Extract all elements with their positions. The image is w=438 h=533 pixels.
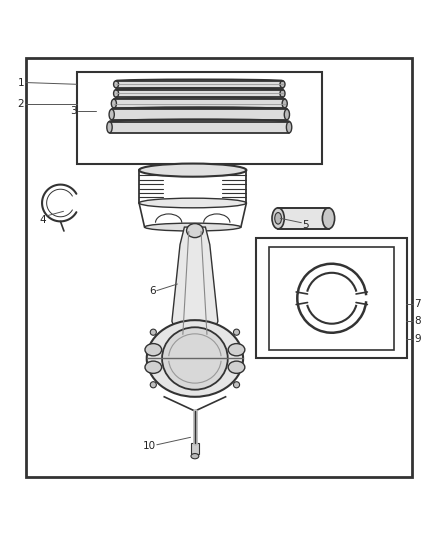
Bar (191, 443, 199, 454)
Ellipse shape (116, 79, 283, 82)
Text: 1: 1 (18, 77, 24, 87)
Bar (256, 238, 407, 359)
Text: 6: 6 (149, 286, 155, 296)
Ellipse shape (116, 88, 283, 91)
Text: 3: 3 (70, 106, 77, 116)
Ellipse shape (150, 329, 156, 335)
Text: 5: 5 (302, 220, 309, 230)
Ellipse shape (145, 361, 162, 374)
Ellipse shape (150, 382, 156, 388)
Ellipse shape (145, 223, 241, 231)
Ellipse shape (322, 208, 335, 229)
Ellipse shape (233, 382, 240, 388)
Text: 2: 2 (18, 99, 24, 109)
Ellipse shape (111, 99, 117, 108)
Ellipse shape (233, 329, 240, 335)
Ellipse shape (280, 90, 285, 98)
Text: 10: 10 (142, 441, 155, 451)
Bar (269, 247, 394, 350)
Ellipse shape (107, 122, 112, 133)
Ellipse shape (284, 109, 290, 120)
Ellipse shape (272, 208, 284, 229)
Ellipse shape (280, 81, 285, 88)
Bar (278, 208, 328, 229)
Ellipse shape (187, 223, 203, 238)
Ellipse shape (228, 361, 245, 374)
Ellipse shape (282, 99, 287, 108)
Text: 7: 7 (414, 298, 420, 309)
Ellipse shape (110, 119, 289, 124)
Bar (116, 90, 283, 98)
Ellipse shape (139, 164, 246, 177)
Ellipse shape (286, 122, 292, 133)
Text: 4: 4 (39, 215, 46, 225)
Text: 8: 8 (414, 316, 420, 326)
Ellipse shape (113, 81, 119, 88)
Ellipse shape (139, 198, 246, 208)
Ellipse shape (109, 109, 114, 120)
Bar (112, 109, 287, 120)
Ellipse shape (112, 107, 287, 111)
Ellipse shape (147, 320, 243, 397)
Ellipse shape (145, 344, 162, 356)
Polygon shape (172, 227, 218, 339)
Ellipse shape (275, 213, 282, 224)
Ellipse shape (228, 344, 245, 356)
Bar (116, 81, 283, 88)
Ellipse shape (191, 454, 199, 459)
Text: 9: 9 (414, 334, 420, 344)
Bar (114, 99, 285, 108)
Ellipse shape (114, 98, 285, 101)
Bar (77, 71, 322, 164)
Ellipse shape (113, 90, 119, 98)
Bar (26, 59, 412, 477)
Ellipse shape (162, 327, 228, 390)
Bar (110, 122, 289, 133)
